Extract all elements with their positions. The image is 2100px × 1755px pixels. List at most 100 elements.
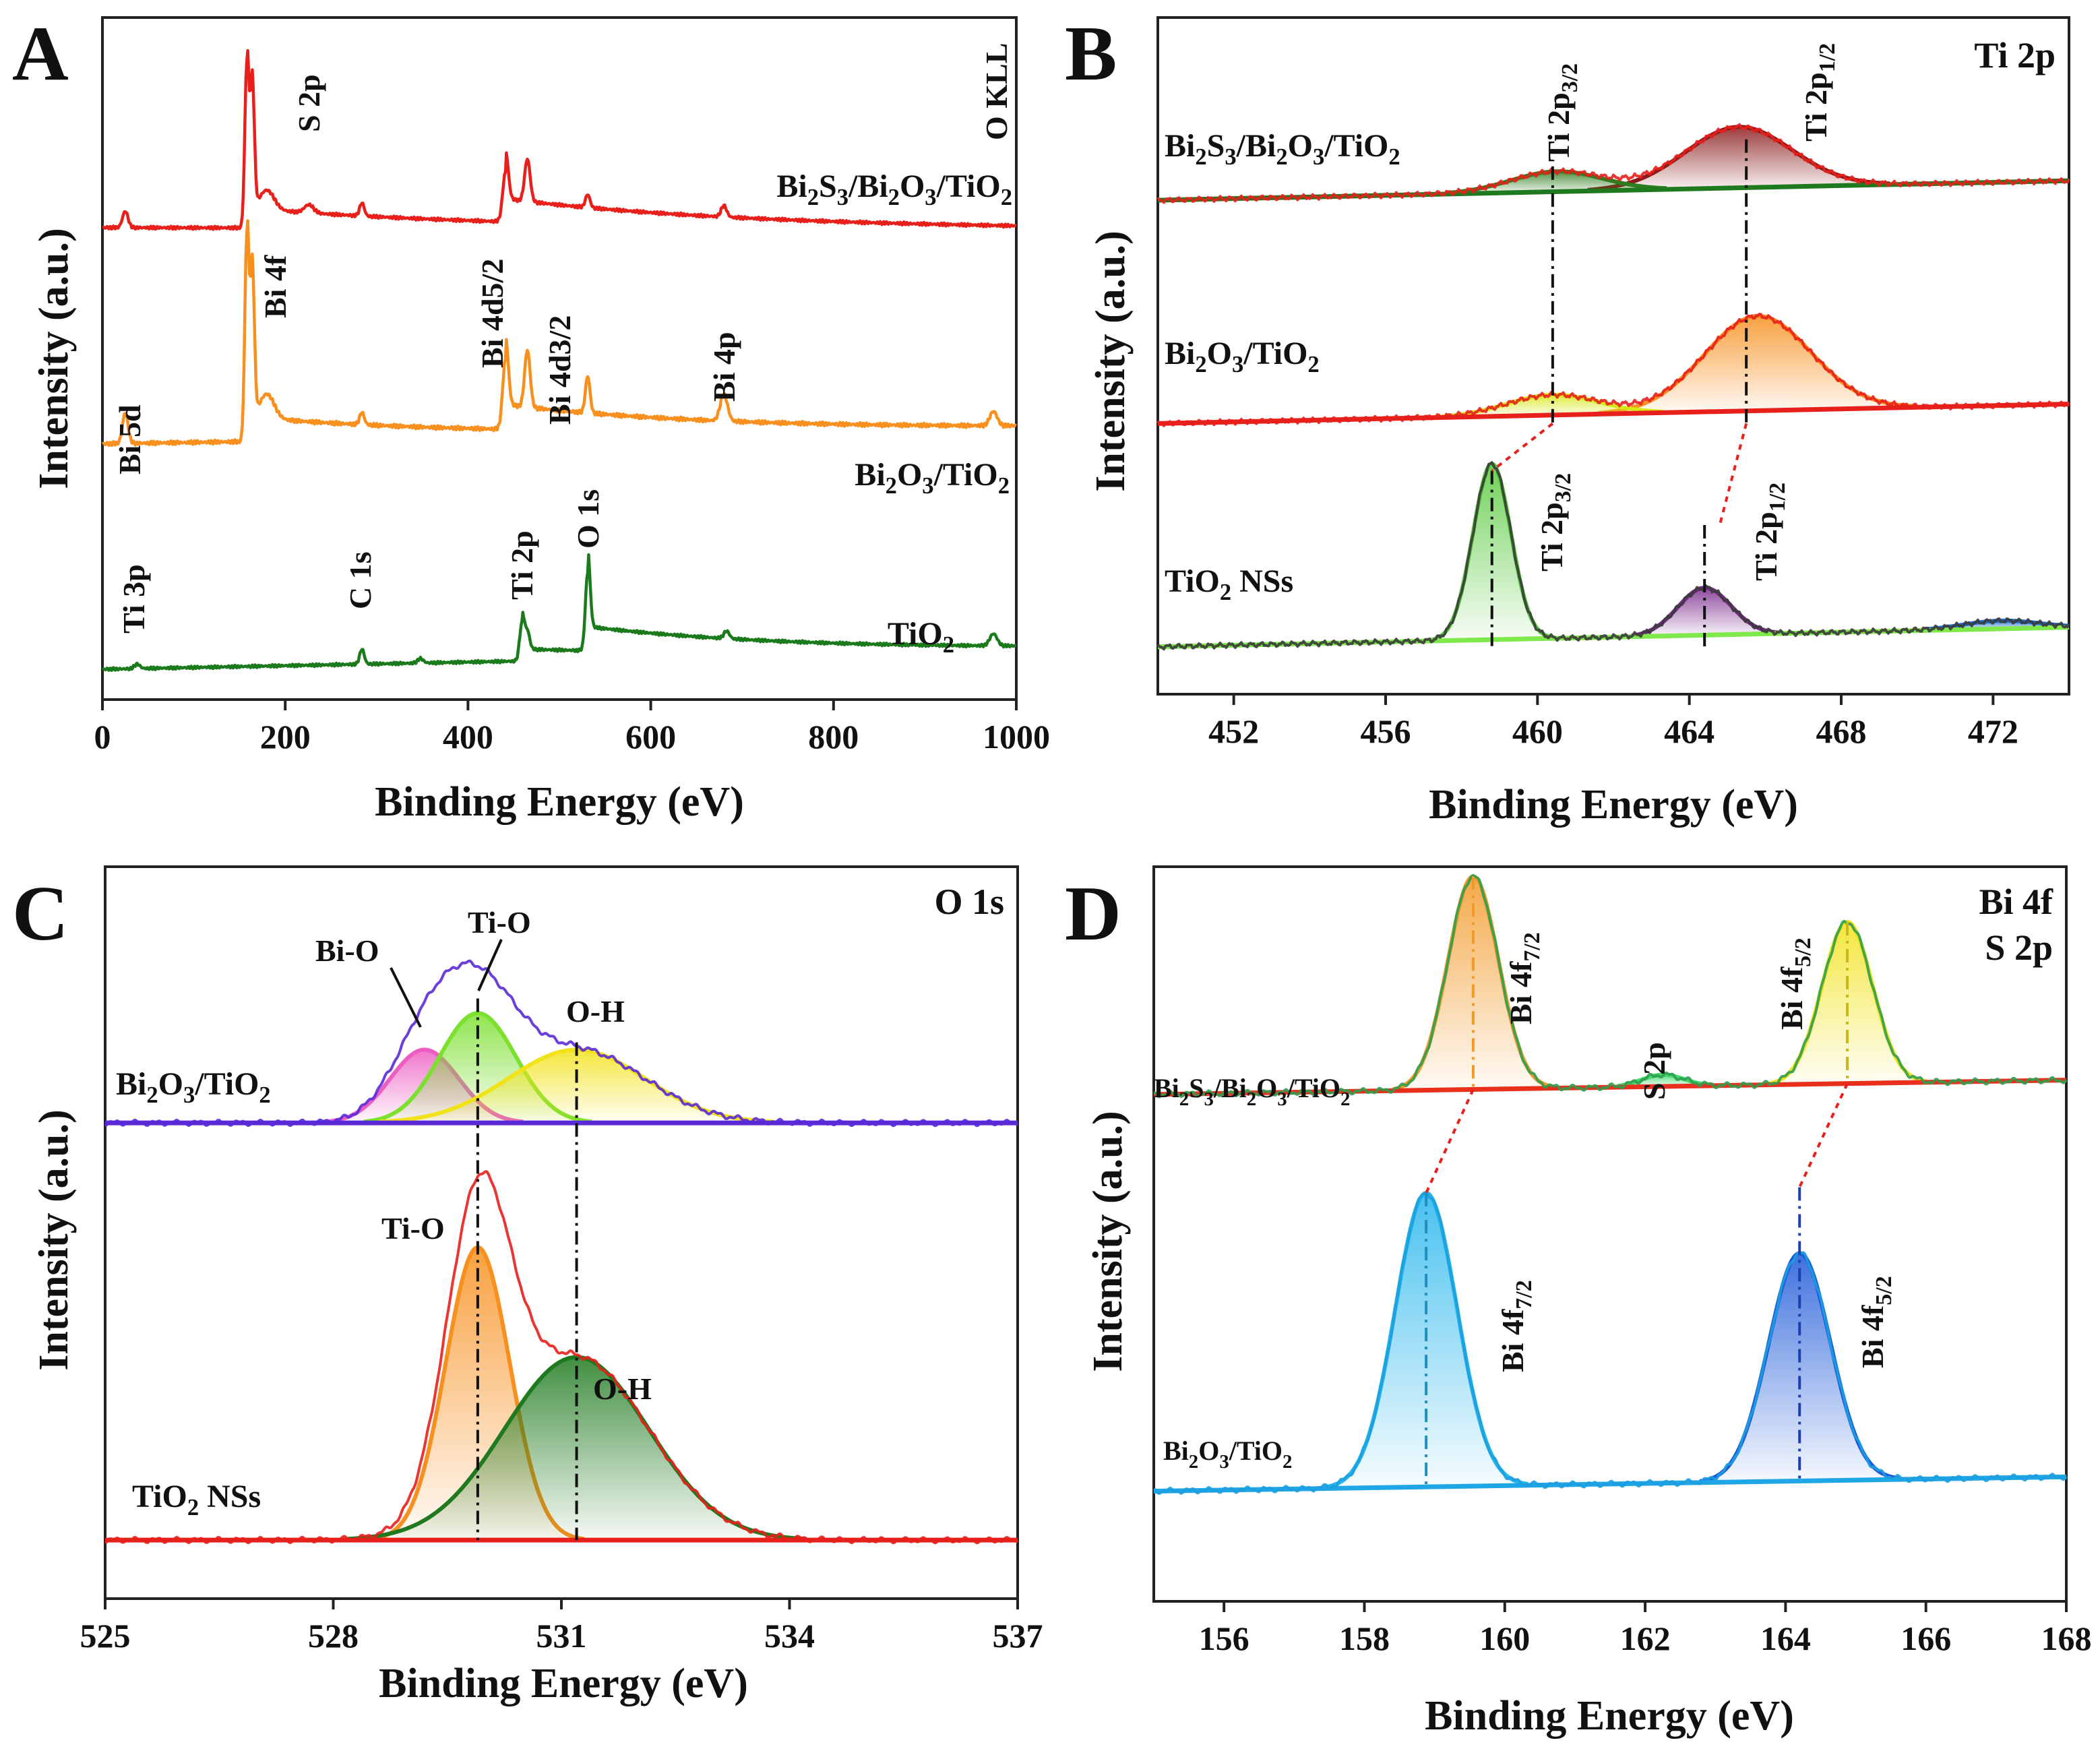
panel-a-annotation-bi5d: Bi 5d bbox=[113, 404, 147, 474]
panel-a-annotation-bi4d52: Bi 4d5/2 bbox=[475, 259, 509, 368]
panel-d-annotation-bi4f52-bottom-sub: 5/2 bbox=[1872, 1276, 1896, 1305]
panel-d-x-tick-label-5: 166 bbox=[1901, 1620, 1951, 1657]
panel-d-x-tick-label-0: 156 bbox=[1199, 1620, 1249, 1657]
panel-d-corner-label-1: Bi 4f bbox=[1979, 882, 2053, 922]
panel-c-bio-pointer bbox=[390, 967, 422, 1028]
panel-a-series-label-1: Bi2O3/TiO2 bbox=[855, 457, 1010, 499]
panel-d-series-label-1-part-5: 2 bbox=[1283, 1451, 1292, 1473]
panel-b-x-axis-title: Binding Energy (eV) bbox=[1429, 782, 1798, 828]
panel-c-series-label-0-part-0: Bi bbox=[116, 1066, 146, 1102]
panel-b-series-label-0-part-0: Bi bbox=[1165, 128, 1195, 164]
panel-c-series-label-1-part-1: 2 bbox=[187, 1495, 199, 1520]
panel-d-series-label-0-part-8: /TiO bbox=[1287, 1073, 1340, 1103]
panel-d-shift-line-52 bbox=[1798, 1082, 1849, 1188]
panel-b-series-label-0-part-5: 2 bbox=[1276, 144, 1287, 170]
panel-d-series-label-0-part-5: 2 bbox=[1247, 1088, 1256, 1110]
panel-c-y-axis-title: Intensity (a.u.) bbox=[31, 1109, 77, 1371]
panel-d-x-tick-label-1: 158 bbox=[1339, 1620, 1390, 1657]
panel-d-annotation-bi4f52-top: Bi 4f5/2 bbox=[1774, 937, 1816, 1030]
panel-d-series-label-0: Bi2S3/Bi2O3/TiO2 bbox=[1154, 1073, 1350, 1110]
panel-a-series-label-2-part-0: TiO bbox=[888, 616, 943, 652]
panel-d-series-label-0-part-1: 2 bbox=[1179, 1088, 1189, 1110]
panel-c-series-label-0-part-5: 2 bbox=[259, 1082, 270, 1108]
panel-a-series-line-1 bbox=[101, 219, 1017, 448]
panel-b-series-label-2-part-0: TiO bbox=[1165, 563, 1220, 599]
panel-a-series-label-1-part-2: O bbox=[897, 457, 922, 493]
panel-b-series-label-0-part-6: O bbox=[1288, 128, 1313, 164]
panel-b-annotation-ti2p12-top-sub: 1/2 bbox=[1815, 43, 1840, 72]
panel-d-series-label-1-part-4: /TiO bbox=[1229, 1436, 1283, 1466]
panel-b-annotation-ti2p32-bottom-sub: 3/2 bbox=[1551, 473, 1576, 502]
panel-d-x-axis-title: Binding Energy (eV) bbox=[1425, 1693, 1794, 1739]
panel-a-series-label-2: TiO2 bbox=[888, 616, 954, 658]
panel-d-x-tick-label-4: 164 bbox=[1760, 1620, 1811, 1657]
panel-b-series-label-2: TiO2 NSs bbox=[1165, 563, 1293, 605]
panel-a-y-axis-title: Intensity (a.u.) bbox=[31, 228, 77, 489]
panel-a-x-tick-label-5: 1000 bbox=[983, 718, 1050, 756]
panel-d-annotation-bi4f72-top-sub: 7/2 bbox=[1520, 932, 1545, 961]
panel-b-corner-label: Ti 2p bbox=[1974, 35, 2056, 75]
panel-a-series-label-0-part-5: 2 bbox=[888, 185, 900, 210]
panel-d-series-label-1-part-1: 2 bbox=[1189, 1451, 1198, 1473]
panel-c-x-tick-label-0: 525 bbox=[80, 1617, 131, 1655]
panel-a-x-axis-title: Binding Energy (eV) bbox=[375, 779, 744, 825]
panel-b-series-label-0-part-7: 3 bbox=[1313, 144, 1324, 170]
panel-c-letter: C bbox=[12, 871, 69, 957]
panel-a-annotation-okll: O KLL bbox=[979, 43, 1014, 140]
panel-b-annotation-ti2p12-top: Ti 2p1/2 bbox=[1799, 43, 1840, 142]
panel-b-series-label-0-part-8: /TiO bbox=[1324, 128, 1388, 164]
panel-b-x-tick-label-2: 460 bbox=[1512, 712, 1563, 750]
panel-c-x-tick-label-4: 537 bbox=[993, 1617, 1043, 1655]
panel-b-shift-line-32 bbox=[1491, 422, 1554, 472]
panel-c-annotation-tio-top: Ti-O bbox=[468, 905, 531, 940]
panel-d-x-tick-label-6: 168 bbox=[2041, 1620, 2092, 1657]
panel-b-annotation-ti2p12-bottom-sub: 1/2 bbox=[1765, 483, 1790, 512]
panel-a-series-label-1-part-1: 2 bbox=[886, 473, 897, 499]
panel-b-annotation-ti2p12-bottom-main: Ti 2p bbox=[1749, 512, 1783, 581]
panel-b-x-tick-label-0: 452 bbox=[1208, 712, 1259, 750]
panel-c-series-label-0-part-3: 3 bbox=[183, 1082, 195, 1108]
panel-d-series-label-0-part-7: 3 bbox=[1277, 1088, 1287, 1110]
panel-c-annotation-oh-bottom: O-H bbox=[593, 1372, 652, 1406]
panel-b-series-label-1-part-0: Bi bbox=[1165, 336, 1195, 371]
panel-b-series-label-2-part-2: NSs bbox=[1231, 563, 1293, 599]
panel-a-x-tick-label-3: 600 bbox=[625, 718, 676, 756]
panel-a-series-label-1-part-3: 3 bbox=[922, 473, 933, 499]
panel-d-y-axis-title: Intensity (a.u.) bbox=[1085, 1111, 1131, 1372]
panel-a-series-label-0-part-2: S bbox=[819, 168, 837, 204]
panel-c-series-label-1: TiO2 NSs bbox=[132, 1479, 261, 1520]
panel-d-x-tick-label-3: 162 bbox=[1620, 1620, 1671, 1657]
panel-b-series-label-0-part-9: 2 bbox=[1388, 144, 1400, 170]
panel-b-annotation-ti2p32-top: Ti 2p3/2 bbox=[1541, 63, 1582, 162]
panel-a-series-label-1-part-0: Bi bbox=[855, 457, 885, 493]
panel-d-corner-label-2: S 2p bbox=[1985, 927, 2053, 968]
panel-a-series-label-0-part-7: 3 bbox=[925, 185, 936, 210]
panel-d-x-tick-label-2: 160 bbox=[1479, 1620, 1530, 1657]
panel-d-series-label-1-part-0: Bi bbox=[1163, 1436, 1189, 1466]
panel-c-series-label-0-part-4: /TiO bbox=[194, 1066, 259, 1102]
panel-b-annotation-ti2p32-bottom: Ti 2p3/2 bbox=[1535, 473, 1576, 572]
panel-b-shift-line-12 bbox=[1718, 423, 1748, 526]
panel-d-series-0-envelope bbox=[1153, 873, 2068, 1099]
panel-a-series-label-0-part-0: Bi bbox=[776, 168, 807, 204]
panel-a-series-label-0-part-6: O bbox=[900, 168, 925, 204]
panel-d-annotation-bi4f72-top-main: Bi 4f bbox=[1504, 961, 1538, 1024]
panel-a-annotation-o1s: O 1s bbox=[571, 489, 605, 549]
panel-a-series-label-0-part-8: /TiO bbox=[936, 168, 1001, 204]
panel-a-series-label-0-part-4: /Bi bbox=[848, 168, 888, 204]
panel-d-x-axis: 156 158 160 162 164 166 168 bbox=[1199, 1601, 2092, 1657]
panel-b-x-axis: 452 456 460 464 468 472 bbox=[1208, 694, 2018, 750]
panel-c-x-axis-title: Binding Energy (eV) bbox=[379, 1661, 748, 1706]
panel-d-series-label-1-part-2: O bbox=[1198, 1436, 1219, 1466]
panel-b-annotation-ti2p32-top-sub: 3/2 bbox=[1557, 63, 1582, 92]
panel-b-annotation-ti2p12-top-main: Ti 2p bbox=[1799, 72, 1833, 142]
panel-a-x-tick-label-0: 0 bbox=[94, 718, 111, 756]
panel-a-letter: A bbox=[12, 11, 69, 97]
panel-b-x-tick-label-1: 456 bbox=[1361, 712, 1411, 750]
